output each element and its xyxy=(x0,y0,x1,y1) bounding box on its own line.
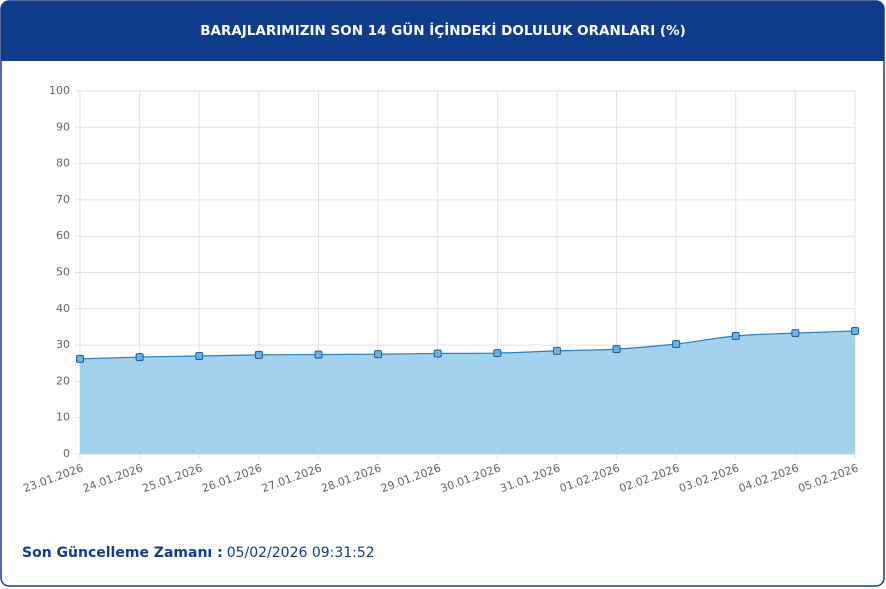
y-tick-label: 100 xyxy=(49,84,70,97)
point xyxy=(493,349,502,358)
y-tick-label: 0 xyxy=(63,447,70,460)
area xyxy=(80,330,855,454)
point xyxy=(672,340,681,349)
update-label: Son Güncelleme Zamanı : xyxy=(22,545,223,561)
update-info: Son Güncelleme Zamanı :05/02/2026 09:31:… xyxy=(22,545,375,561)
y-tick-label: 50 xyxy=(56,266,70,279)
header-bar xyxy=(1,1,884,61)
y-tick-label: 10 xyxy=(56,411,70,424)
y-tick-label: 30 xyxy=(56,338,70,351)
point xyxy=(314,350,323,359)
point xyxy=(135,353,144,362)
point xyxy=(552,346,561,355)
chart-title: BARAJLARIMIZIN SON 14 GÜN İÇİNDEKİ DOLUL… xyxy=(200,21,686,39)
point xyxy=(851,326,859,335)
y-tick-label: 70 xyxy=(56,193,70,206)
point xyxy=(254,350,263,359)
y-tick-label: 20 xyxy=(56,374,70,387)
point xyxy=(195,351,204,360)
point xyxy=(791,329,800,338)
point xyxy=(612,345,621,354)
line xyxy=(79,330,856,360)
point xyxy=(76,354,84,363)
y-tick-label: 80 xyxy=(56,157,70,170)
point xyxy=(731,332,740,341)
y-tick-label: 40 xyxy=(56,302,70,315)
y-tick-label: 90 xyxy=(56,120,70,133)
y-tick-label: 60 xyxy=(56,229,70,242)
point xyxy=(374,350,383,359)
point xyxy=(433,349,442,358)
update-value: 05/02/2026 09:31:52 xyxy=(227,545,375,561)
